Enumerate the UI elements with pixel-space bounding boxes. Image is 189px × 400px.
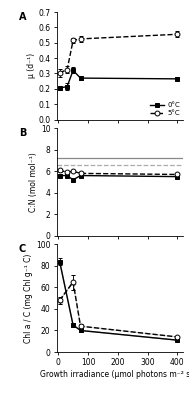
Y-axis label: Chl a / C (mg Chl g⁻¹ C): Chl a / C (mg Chl g⁻¹ C)	[24, 254, 33, 343]
X-axis label: Growth irradiance (μmol photons m⁻² s⁻¹): Growth irradiance (μmol photons m⁻² s⁻¹)	[40, 370, 189, 379]
Text: C: C	[19, 244, 26, 254]
Text: B: B	[19, 128, 26, 138]
Y-axis label: C:N (mol mol⁻¹): C:N (mol mol⁻¹)	[29, 152, 38, 212]
Y-axis label: μ (d⁻¹): μ (d⁻¹)	[26, 53, 36, 78]
Text: A: A	[19, 12, 26, 22]
Legend: 0°C, 5°C: 0°C, 5°C	[150, 102, 180, 116]
